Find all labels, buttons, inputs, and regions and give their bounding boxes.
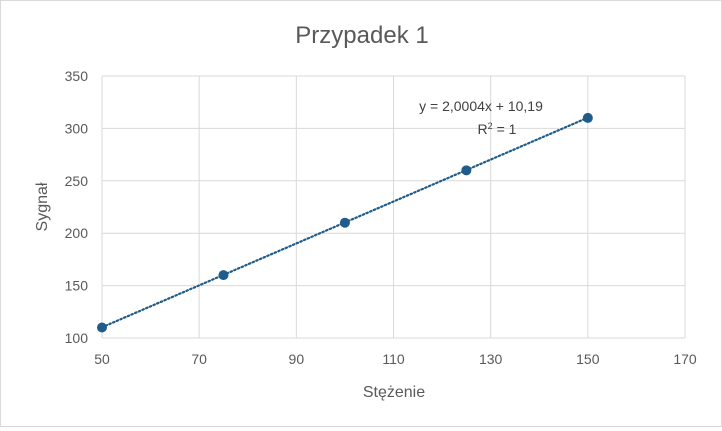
y-tick-label: 250 [65,173,89,189]
x-tick-label: 110 [382,351,405,367]
r-squared-prefix: R [478,121,488,137]
y-tick-label: 350 [65,68,89,84]
y-tick-label: 200 [65,225,89,241]
data-point [339,217,350,228]
chart-title: Przypadek 1 [295,22,428,49]
y-tick-label: 150 [65,278,89,294]
y-tick-label: 100 [65,330,89,346]
trendline-equation: y = 2,0004x + 10,19 [419,98,543,114]
y-tick-label: 300 [65,120,89,136]
r-squared-label: R2 = 1 [478,121,517,137]
x-tick-label: 70 [191,351,207,367]
data-point [218,270,229,281]
grid [101,75,686,339]
data-points [97,112,593,333]
y-axis-label: Sygnał [34,182,51,231]
x-tick-label: 50 [94,351,110,367]
x-tick-label: 130 [479,351,503,367]
data-point [461,165,472,176]
data-point [582,112,593,123]
x-tick-label: 90 [289,351,305,367]
r-squared-exponent: 2 [488,121,493,131]
r-squared-value: = 1 [493,121,517,137]
x-tick-label: 170 [673,351,697,367]
x-tick-labels: 50 70 90 110 130 150 170 [94,351,697,367]
data-point [97,322,107,333]
y-tick-labels: 100 150 200 250 300 350 [65,68,89,346]
x-axis-label: Stężenie [363,384,425,401]
x-tick-label: 150 [576,351,600,367]
